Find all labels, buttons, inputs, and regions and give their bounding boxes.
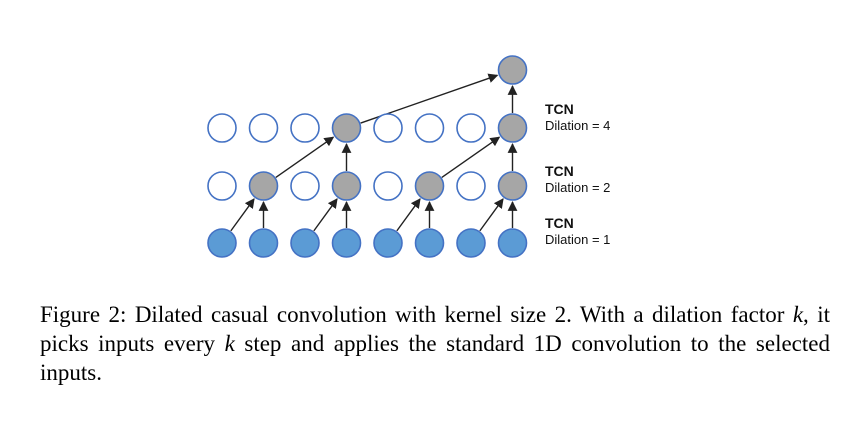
connection-arrow bbox=[275, 136, 335, 178]
caption-variable-k: k bbox=[792, 302, 804, 327]
node-d4-6 bbox=[456, 113, 486, 143]
node-d4-7 bbox=[497, 113, 528, 143]
connection-arrow bbox=[230, 198, 255, 232]
layer-label-title: TCN bbox=[545, 215, 574, 231]
caption-text: Figure 2: Dilated casual convolution wit… bbox=[40, 302, 793, 327]
node-input-0 bbox=[207, 228, 237, 258]
node-input-6 bbox=[456, 228, 486, 258]
node-input-4 bbox=[373, 228, 403, 258]
node-input-7 bbox=[497, 228, 528, 258]
layer-label-title: TCN bbox=[545, 163, 574, 179]
layer-label-value: Dilation = 2 bbox=[545, 179, 611, 195]
connection-arrow bbox=[479, 198, 504, 232]
caption-text: step and applies the standard 1D convolu… bbox=[40, 331, 830, 385]
layer-label-value: Dilation = 4 bbox=[545, 117, 611, 133]
connection-arrow bbox=[313, 198, 338, 232]
node-d2-3 bbox=[331, 171, 362, 201]
dilated-convolution-diagram bbox=[207, 55, 528, 258]
node-d2-1 bbox=[248, 171, 279, 201]
layer-label-title: TCN bbox=[545, 101, 574, 117]
neuron-nodes bbox=[207, 55, 528, 258]
layer-label-dilation-2: TCN Dilation = 2 bbox=[545, 163, 610, 195]
node-d4-2 bbox=[290, 113, 320, 143]
layer-label-dilation-1: TCN Dilation = 1 bbox=[545, 215, 610, 247]
connection-arrows bbox=[230, 73, 518, 232]
node-input-5 bbox=[414, 228, 445, 258]
node-d4-5 bbox=[414, 113, 445, 143]
node-d4-1 bbox=[248, 113, 279, 143]
connection-arrow bbox=[396, 198, 421, 232]
node-d2-7 bbox=[497, 171, 528, 201]
node-d4-4 bbox=[373, 113, 403, 143]
node-d2-0 bbox=[207, 171, 237, 201]
node-d2-5 bbox=[414, 171, 445, 201]
caption-variable-k: k bbox=[224, 331, 235, 356]
layer-label-dilation-4: TCN Dilation = 4 bbox=[545, 101, 610, 133]
node-d2-4 bbox=[373, 171, 403, 201]
node-d4-3 bbox=[331, 113, 362, 143]
caption-text: , it picks inputs every bbox=[40, 302, 831, 356]
connection-arrow bbox=[441, 136, 501, 178]
node-input-3 bbox=[331, 228, 362, 258]
node-input-1 bbox=[248, 228, 279, 258]
node-d2-6 bbox=[456, 171, 486, 201]
node-d4-0 bbox=[207, 113, 237, 143]
layer-label-value: Dilation = 1 bbox=[545, 231, 611, 247]
node-d2-2 bbox=[290, 171, 320, 201]
node-input-2 bbox=[290, 228, 320, 258]
figure-caption: Figure 2: Dilated casual convolution wit… bbox=[40, 300, 830, 387]
node-output-0 bbox=[497, 55, 528, 85]
